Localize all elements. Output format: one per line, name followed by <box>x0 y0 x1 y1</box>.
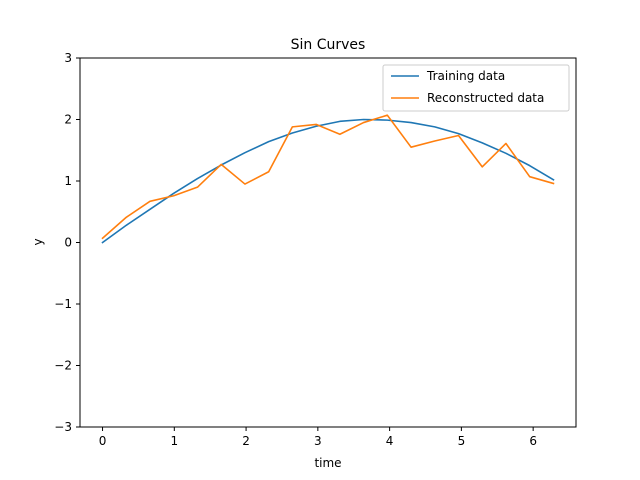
y-tick-label: 2 <box>64 113 72 127</box>
x-tick-label: 2 <box>242 434 250 448</box>
x-tick-label: 0 <box>99 434 107 448</box>
legend-label: Training data <box>426 69 505 83</box>
y-tick-label: −3 <box>54 420 72 434</box>
y-axis-title: y <box>31 238 45 245</box>
y-tick-label: −2 <box>54 359 72 373</box>
legend-label: Reconstructed data <box>427 91 544 105</box>
x-tick-label: 5 <box>458 434 466 448</box>
chart-title: Sin Curves <box>291 37 366 53</box>
x-tick-label: 1 <box>170 434 178 448</box>
legend-box <box>382 64 570 112</box>
y-tick-label: −1 <box>54 297 72 311</box>
x-tick-label: 3 <box>314 434 322 448</box>
y-tick-label: 0 <box>64 236 72 250</box>
series-line-reconstructed-data <box>101 114 555 240</box>
x-tick-label: 4 <box>386 434 394 448</box>
x-axis: 0 1 2 3 4 5 6 <box>99 427 537 448</box>
series-line-training-data <box>101 118 555 244</box>
legend: Training data Reconstructed data <box>382 64 570 112</box>
x-tick-label: 6 <box>529 434 537 448</box>
y-tick-label: 3 <box>64 51 72 65</box>
y-axis: −3 −2 −1 0 1 2 3 <box>54 51 80 434</box>
legend-entry: Reconstructed data <box>391 91 544 105</box>
plot-area <box>101 114 555 244</box>
x-axis-title: time <box>314 456 341 470</box>
legend-entry: Training data <box>391 69 505 83</box>
y-tick-label: 1 <box>64 174 72 188</box>
